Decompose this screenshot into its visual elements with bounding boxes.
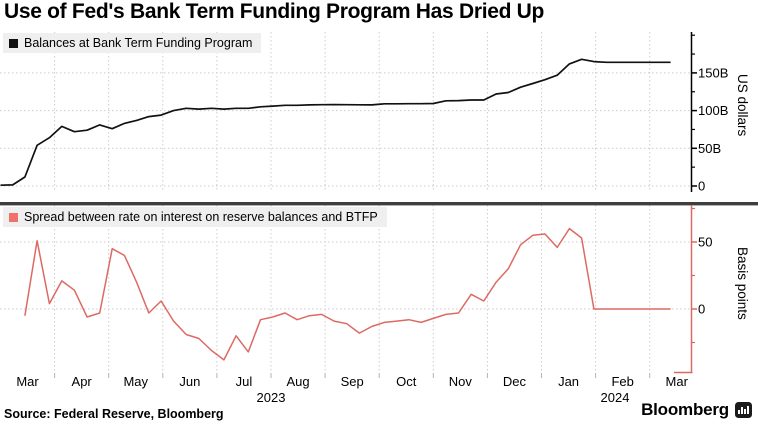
x-axis-month-label: Jul xyxy=(236,374,253,389)
red-square-legend-swatch xyxy=(9,212,18,222)
legend-balances: Balances at Bank Term Funding Program xyxy=(3,33,262,53)
balances-line-series xyxy=(0,58,671,187)
x-axis-month-label: Oct xyxy=(396,374,417,389)
x-axis-month-label: Jan xyxy=(558,374,579,389)
x-axis-month-label: May xyxy=(123,374,148,389)
bloomberg-terminal-icon xyxy=(735,402,752,418)
source-credit: Source: Federal Reserve, Bloomberg xyxy=(4,407,224,421)
y-axis-title-us-dollars: US dollars xyxy=(735,74,750,137)
bloomberg-logo: Bloomberg xyxy=(641,400,752,420)
y-axis-title-basis-points: Basis points xyxy=(735,247,750,320)
legend-spread-label: Spread between rate on interest on reser… xyxy=(24,210,378,224)
y-axis-basis-points-tick-label: 50 xyxy=(698,235,712,250)
y-axis-us-dollars-tick-label: 100B xyxy=(698,103,728,118)
x-axis-month-label: Apr xyxy=(72,374,93,389)
legend-balances-label: Balances at Bank Term Funding Program xyxy=(24,36,253,50)
y-axis-us-dollars-tick-label: 50B xyxy=(698,141,721,156)
x-axis-year-label: 2023 xyxy=(257,390,286,405)
x-axis-year-label: 2024 xyxy=(601,390,630,405)
x-axis-month-label: Mar xyxy=(16,374,39,389)
x-axis-month-label: Feb xyxy=(611,374,633,389)
y-axis-us-dollars-tick-label: 150B xyxy=(698,65,728,80)
x-axis-month-label: Mar xyxy=(666,374,689,389)
y-axis-basis-points-tick-label: 0 xyxy=(698,302,705,317)
chart-title: Use of Fed's Bank Term Funding Program H… xyxy=(4,0,545,23)
x-axis-month-label: Nov xyxy=(449,374,473,389)
black-square-legend-swatch xyxy=(9,38,18,48)
panel-separator xyxy=(0,202,758,206)
y-axis-us-dollars-tick-label: 0 xyxy=(698,179,705,194)
spread-line-series xyxy=(24,227,671,361)
x-axis-month-label: Jun xyxy=(179,374,200,389)
legend-spread: Spread between rate on interest on reser… xyxy=(3,207,387,227)
x-axis-month-label: Sep xyxy=(341,374,364,389)
x-axis-month-label: Aug xyxy=(286,374,309,389)
x-axis-month-label: Dec xyxy=(503,374,527,389)
bloomberg-wordmark: Bloomberg xyxy=(641,400,729,419)
